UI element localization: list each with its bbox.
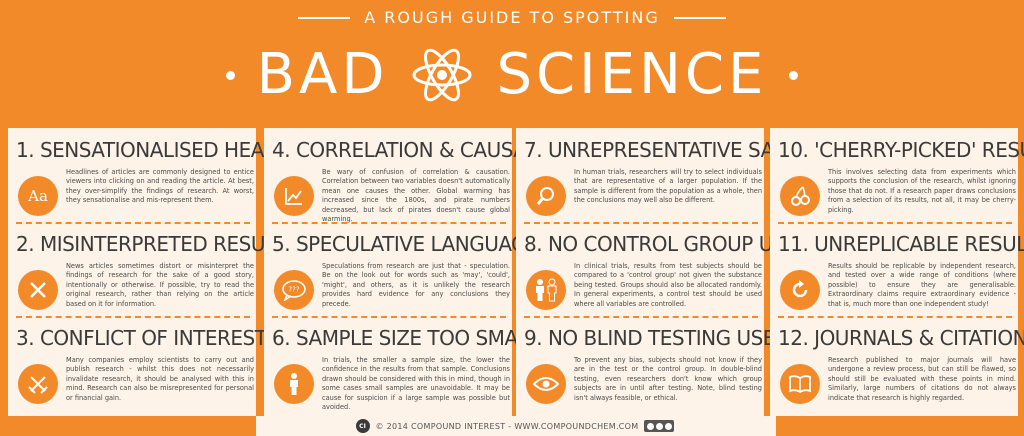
pre-title: A ROUGH GUIDE TO SPOTTING xyxy=(364,8,660,27)
crossed-swords-icon xyxy=(18,364,58,404)
section-1: 1. SENSATIONALISED HEADLINES Aa Headline… xyxy=(16,138,334,228)
panel-column-3: 7. UNREPRESENTATIVE SAMPLES In human tri… xyxy=(516,128,838,416)
cherries-icon xyxy=(780,176,820,216)
footer-credit: CI © 2014 COMPOUND INTEREST - WWW.COMPOU… xyxy=(264,419,766,433)
dashed-divider xyxy=(778,316,1012,318)
section-title: 9. NO BLIND TESTING USED xyxy=(524,326,790,350)
dashed-divider xyxy=(16,222,250,224)
pre-title-row: A ROUGH GUIDE TO SPOTTING xyxy=(0,8,1024,27)
section-body: News articles sometimes distort or misin… xyxy=(66,262,254,308)
main-title-row: BAD SCIENCE xyxy=(0,40,1024,110)
speech-bubble-icon: ??? xyxy=(274,270,314,310)
section-9: 9. NO BLIND TESTING USED To prevent any … xyxy=(524,326,790,416)
panel-column-1: 1. SENSATIONALISED HEADLINES Aa Headline… xyxy=(8,128,334,416)
compound-interest-logo-icon: CI xyxy=(355,419,370,433)
creative-commons-icon xyxy=(644,420,675,432)
section-title: 3. CONFLICT OF INTERESTS xyxy=(16,326,279,350)
section-body: Headlines of articles are commonly desig… xyxy=(66,168,254,205)
section-body: Results should be replicable by independ… xyxy=(828,262,1016,308)
atom-icon xyxy=(412,48,472,102)
title-right: SCIENCE xyxy=(496,42,768,107)
section-5: 5. SPECULATIVE LANGUAGE ??? Speculations… xyxy=(272,232,539,322)
people-icon xyxy=(526,270,566,310)
section-12: 12. JOURNALS & CITATIONS Research publis… xyxy=(778,326,1024,416)
icon-label: ??? xyxy=(288,286,299,294)
section-11: 11. UNREPLICABLE RESULTS Results should … xyxy=(778,232,1024,322)
divider-line xyxy=(673,16,726,19)
dashed-divider xyxy=(16,316,250,318)
section-body: In clinical trials, results from test su… xyxy=(574,262,762,308)
section-body: Be wary of confusion of correlation & ca… xyxy=(322,168,510,224)
section-body: This involves selecting data from experi… xyxy=(828,168,1016,214)
footer-accent-right xyxy=(776,416,1024,436)
section-title: 10. 'CHERRY-PICKED' RESULTS xyxy=(778,138,1024,162)
dot-icon xyxy=(789,70,799,80)
section-body: In human trials, researchers will try to… xyxy=(574,168,762,205)
footer-accent-left xyxy=(0,416,256,436)
divider-line xyxy=(298,16,351,19)
section-title: 2. MISINTERPRETED RESULTS xyxy=(16,232,297,256)
dashed-divider xyxy=(272,316,506,318)
section-body: In trials, the smaller a sample size, th… xyxy=(322,356,510,412)
section-body: Many companies employ scientists to carr… xyxy=(66,356,254,402)
section-8: 8. NO CONTROL GROUP USED In clinical tri… xyxy=(524,232,813,322)
section-4: 4. CORRELATION & CAUSATION Be wary of co… xyxy=(272,138,572,228)
section-body: Research published to major journals wil… xyxy=(828,356,1016,402)
icon-label: Aa xyxy=(28,187,48,205)
line-graph-icon xyxy=(274,176,314,216)
cross-icon xyxy=(18,270,58,310)
person-icon xyxy=(274,364,314,404)
section-title: 12. JOURNALS & CITATIONS xyxy=(778,326,1024,350)
eye-icon xyxy=(526,364,566,404)
panel-column-2: 4. CORRELATION & CAUSATION Be wary of co… xyxy=(264,128,572,416)
header: A ROUGH GUIDE TO SPOTTING BAD SCIENCE xyxy=(0,0,1024,128)
dashed-divider xyxy=(272,222,506,224)
footer: CI © 2014 COMPOUND INTEREST - WWW.COMPOU… xyxy=(0,416,1024,436)
section-2: 2. MISINTERPRETED RESULTS News articles … xyxy=(16,232,297,322)
section-title: 5. SPECULATIVE LANGUAGE xyxy=(272,232,539,256)
panel-column-4: 10. 'CHERRY-PICKED' RESULTS This involve… xyxy=(770,128,1024,416)
book-icon xyxy=(780,364,820,404)
section-7: 7. UNREPRESENTATIVE SAMPLES In human tri… xyxy=(524,138,838,228)
section-10: 10. 'CHERRY-PICKED' RESULTS This involve… xyxy=(778,138,1024,228)
section-6: 6. SAMPLE SIZE TOO SMALL In trials, the … xyxy=(272,326,539,416)
title-left: BAD xyxy=(256,42,389,107)
section-body: To prevent any bias, subjects should not… xyxy=(574,356,762,402)
section-body: Speculations from research are just that… xyxy=(322,262,510,308)
dashed-divider xyxy=(524,222,758,224)
footer-text[interactable]: © 2014 COMPOUND INTEREST - WWW.COMPOUNDC… xyxy=(375,421,639,431)
text-aa-icon: Aa xyxy=(18,176,58,216)
dashed-divider xyxy=(524,316,758,318)
section-3: 3. CONFLICT OF INTERESTS Many companies … xyxy=(16,326,279,416)
dot-icon xyxy=(225,70,235,80)
magnifier-icon xyxy=(526,176,566,216)
refresh-icon xyxy=(780,270,820,310)
section-title: 11. UNREPLICABLE RESULTS xyxy=(778,232,1024,256)
dashed-divider xyxy=(778,222,1012,224)
section-title: 6. SAMPLE SIZE TOO SMALL xyxy=(272,326,539,350)
section-title: 8. NO CONTROL GROUP USED xyxy=(524,232,813,256)
